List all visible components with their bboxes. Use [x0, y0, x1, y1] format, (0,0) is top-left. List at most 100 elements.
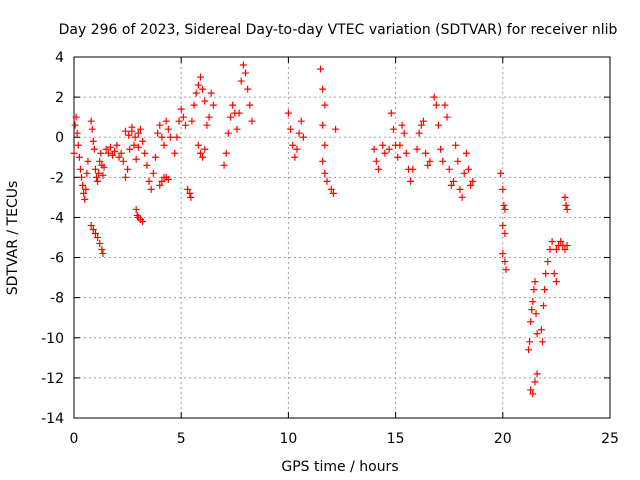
grid-lines	[74, 57, 610, 418]
data-point	[72, 113, 80, 121]
data-point	[139, 137, 147, 145]
data-point	[119, 157, 127, 165]
data-point	[160, 141, 168, 149]
data-point	[188, 117, 196, 125]
data-point	[550, 270, 558, 278]
data-point	[237, 77, 245, 85]
data-point	[541, 286, 549, 294]
data-point	[528, 306, 536, 314]
data-point	[166, 133, 174, 141]
data-point	[88, 125, 96, 133]
data-point	[502, 266, 510, 274]
data-point	[244, 85, 252, 93]
x-tick-label: 10	[279, 431, 297, 447]
data-point	[321, 169, 329, 177]
data-point	[458, 193, 466, 201]
data-point	[175, 117, 183, 125]
data-point	[426, 157, 434, 165]
data-point	[527, 386, 535, 394]
data-point	[287, 125, 295, 133]
data-point	[464, 165, 472, 173]
data-point	[109, 151, 117, 159]
data-point	[93, 173, 101, 181]
data-point	[87, 117, 95, 125]
data-point	[293, 145, 301, 153]
data-point	[394, 153, 402, 161]
data-point	[379, 141, 387, 149]
data-point	[207, 89, 215, 97]
data-point	[171, 149, 179, 157]
x-axis-label: GPS time / hours	[281, 459, 398, 475]
data-point	[561, 246, 569, 254]
y-tick-label: -12	[41, 371, 64, 387]
data-point	[323, 177, 331, 185]
data-point	[121, 173, 129, 181]
data-point	[402, 149, 410, 157]
data-point	[134, 143, 142, 151]
data-point	[538, 338, 546, 346]
data-point	[284, 109, 292, 117]
data-point	[147, 185, 155, 193]
data-point	[158, 133, 166, 141]
data-point	[90, 145, 98, 153]
data-points	[70, 61, 571, 398]
data-point	[156, 121, 164, 129]
data-point	[443, 113, 451, 121]
data-point	[501, 229, 509, 237]
x-tick-label: 25	[601, 431, 619, 447]
data-point	[548, 238, 556, 246]
data-point	[469, 177, 477, 185]
data-point	[529, 390, 537, 398]
data-point	[552, 278, 560, 286]
data-point	[164, 175, 172, 183]
data-point	[199, 153, 207, 161]
data-point	[91, 165, 99, 173]
data-point	[242, 69, 250, 77]
data-point	[121, 127, 129, 135]
data-point	[134, 129, 142, 137]
data-point	[499, 185, 507, 193]
data-point	[381, 149, 389, 157]
data-point	[533, 330, 541, 338]
data-point	[561, 193, 569, 201]
data-point	[374, 165, 382, 173]
data-point	[546, 246, 554, 254]
data-point	[224, 129, 232, 137]
data-point	[209, 101, 217, 109]
data-point	[327, 185, 335, 193]
y-tick-label: -14	[41, 411, 64, 427]
data-point	[501, 205, 509, 213]
data-point	[387, 109, 395, 117]
data-point	[424, 161, 432, 169]
data-point	[199, 85, 207, 93]
data-point	[196, 73, 204, 81]
data-point	[372, 157, 380, 165]
data-point	[96, 157, 104, 165]
data-point	[82, 185, 90, 193]
data-point	[409, 165, 417, 173]
data-point	[530, 286, 538, 294]
data-point	[190, 101, 198, 109]
data-point	[89, 225, 97, 233]
data-point	[321, 101, 329, 109]
data-point	[529, 298, 537, 306]
data-point	[96, 240, 104, 248]
data-point	[233, 125, 241, 133]
data-point	[79, 181, 87, 189]
data-point	[319, 121, 327, 129]
data-point	[115, 153, 123, 161]
data-point	[181, 121, 189, 129]
data-point	[332, 125, 340, 133]
data-point	[430, 93, 438, 101]
data-point	[544, 258, 552, 266]
data-point	[73, 129, 81, 137]
data-point	[317, 65, 325, 73]
data-point	[497, 169, 505, 177]
data-point	[100, 163, 108, 171]
data-point	[460, 169, 468, 177]
data-point	[201, 97, 209, 105]
data-point	[248, 117, 256, 125]
data-point	[184, 185, 192, 193]
data-point	[83, 169, 91, 177]
